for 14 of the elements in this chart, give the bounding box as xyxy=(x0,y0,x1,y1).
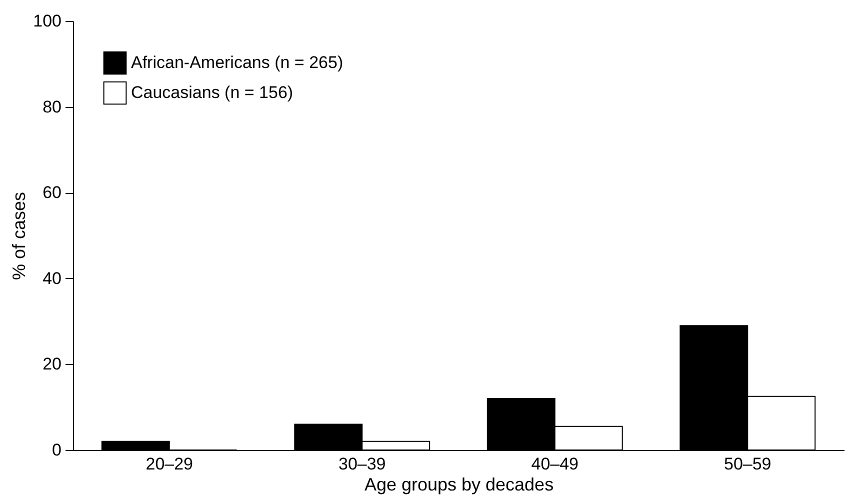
y-tick-label: 0 xyxy=(52,440,62,460)
y-axis-title: % of cases xyxy=(9,192,30,280)
x-axis-title: Age groups by decades xyxy=(364,474,554,494)
legend-label: Caucasians (n = 156) xyxy=(131,83,294,102)
y-tick-label: 60 xyxy=(42,183,62,202)
y-tick-label: 80 xyxy=(42,97,62,116)
x-tick-label: 30–39 xyxy=(338,454,386,474)
y-tick-label: 40 xyxy=(42,268,62,288)
y-tick-label: 20 xyxy=(42,354,62,374)
x-tick-label: 40–49 xyxy=(531,454,579,474)
x-tick-label: 50–59 xyxy=(724,454,772,474)
y-tick-label: 100 xyxy=(33,12,62,30)
x-tick-label: 20–29 xyxy=(146,454,194,474)
legend-label: African-Americans (n = 265) xyxy=(131,53,344,72)
